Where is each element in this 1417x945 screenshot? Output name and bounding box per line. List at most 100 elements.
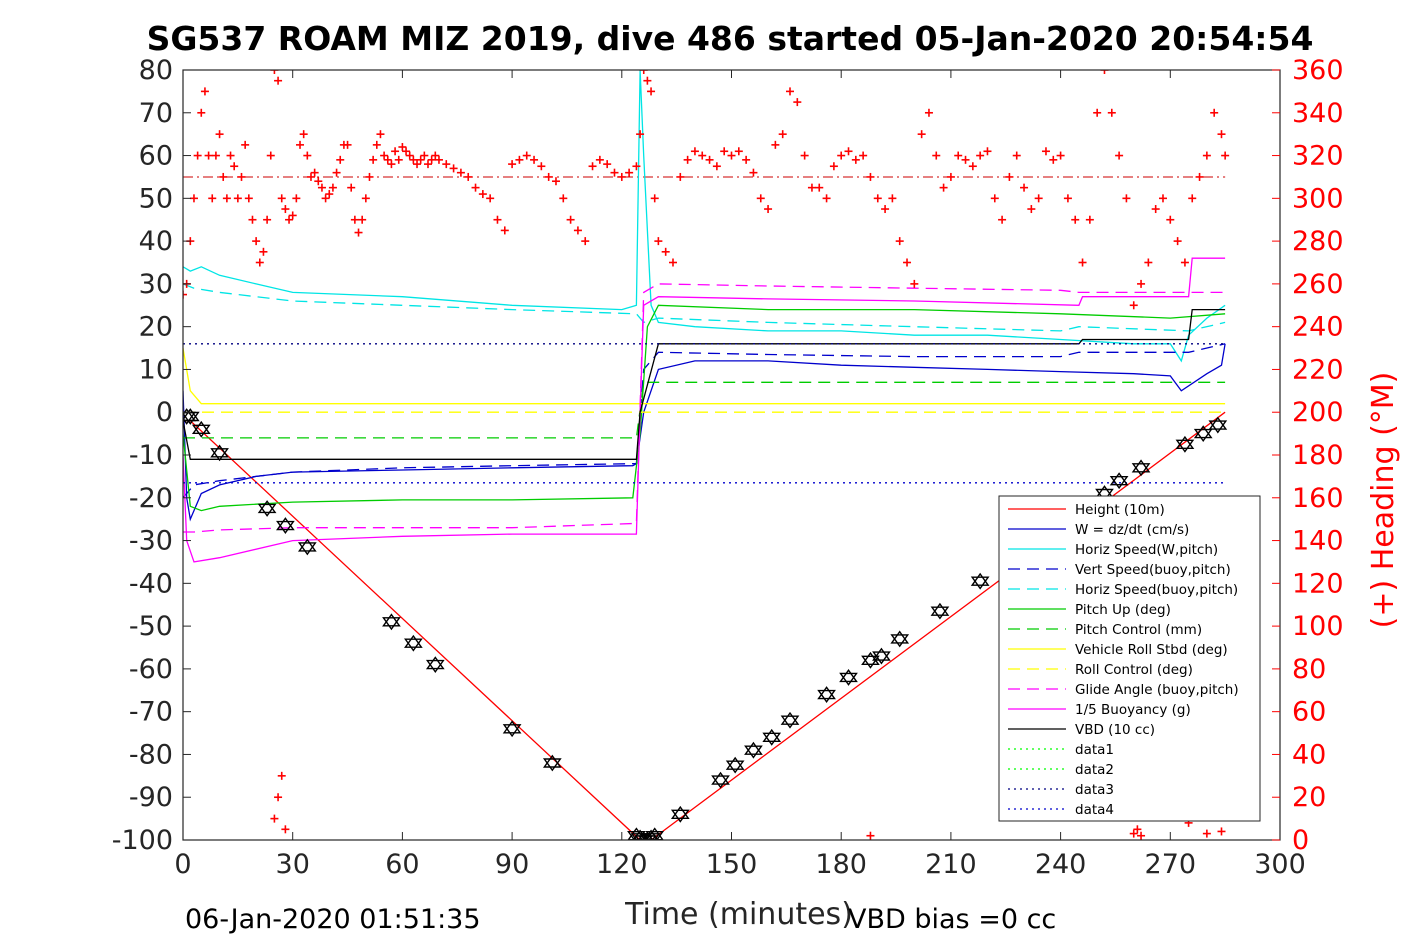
heading-point-151 [1005,172,1014,181]
heading-point-70 [434,155,443,164]
legend-label-pitch-control-mm: Pitch Control (mm) [1075,622,1202,638]
heading-point-81 [515,155,524,164]
depth-marker-21 [744,741,763,759]
heading-point-65 [416,155,425,164]
heading-point-147 [976,151,985,160]
heading-point-156 [1041,147,1050,156]
heading-point-39 [321,194,330,203]
heading-point-101 [647,87,656,96]
heading-point-181 [1221,151,1230,160]
heading-outlier-1 [274,793,283,802]
y-right-tick-label-7: 140 [1292,526,1344,557]
depth-marker-19 [711,771,730,789]
y-right-tick-label-2: 40 [1292,739,1326,770]
heading-point-136 [895,237,904,246]
y-left-tick-label-17: 70 [139,98,173,129]
heading-point-119 [771,140,780,149]
heading-point-42 [332,168,341,177]
y-left-tick-label-6: -40 [129,568,173,599]
legend-label-data4: data4 [1075,802,1114,818]
heading-point-132 [866,172,875,181]
heading-point-24 [266,151,275,160]
heading-point-11 [219,172,228,181]
y-left-tick-label-3: -70 [129,697,173,728]
heading-point-34 [303,151,312,160]
heading-point-79 [500,226,509,235]
heading-point-166 [1115,151,1124,160]
heading-point-145 [961,155,970,164]
heading-point-150 [998,215,1007,224]
heading-point-144 [954,151,963,160]
legend: Height (10m) W = dz/dt (cm/s) Horiz Speed(… [998,495,1261,822]
heading-point-15 [233,194,242,203]
y-left-tick-label-1: -90 [129,782,173,813]
heading-point-38 [317,183,326,192]
heading-point-61 [402,147,411,156]
heading-point-33 [299,130,308,139]
y-right-tick-label-1: 20 [1292,782,1326,813]
series-1-5-buoyancy-g [183,257,1226,563]
heading-point-169 [1137,279,1146,288]
heading-point-149 [990,194,999,203]
depth-marker-23 [780,711,800,729]
heading-point-76 [478,190,487,199]
heading-point-91 [588,162,597,171]
heading-point-35 [306,172,315,181]
heading-point-20 [252,237,261,246]
heading-point-123 [800,151,809,160]
heading-point-127 [829,162,838,171]
heading-point-108 [690,147,699,156]
heading-point-120 [778,130,787,139]
heading-point-32 [296,140,305,149]
heading-point-75 [471,183,480,192]
axis-layer: 0 30 60 90 120 150 180 210 240 270 300-100-90-80-7… [112,55,1344,880]
heading-point-163 [1093,108,1102,117]
heading-point-159 [1063,194,1072,203]
y-right-tick-label-0: 0 [1292,825,1309,856]
heading-point-21 [255,258,264,267]
heading-point-46 [347,183,356,192]
depth-marker-35 [1193,425,1213,443]
y-left-tick-label-5: -50 [129,611,173,642]
series-w-dz-dt-cm-s [183,343,1226,522]
depth-marker-2 [191,420,211,438]
heading-point-134 [881,205,890,214]
heading-point-97 [632,162,641,171]
heading-point-19 [248,215,257,224]
heading-point-41 [328,183,337,192]
heading-point-100 [643,76,652,85]
heading-point-68 [427,155,436,164]
heading-point-48 [354,228,363,237]
legend-label-w-dz-dt-cm-s: W = dz/dt (cm/s) [1075,522,1189,538]
heading-point-133 [873,194,882,203]
heading-point-55 [380,151,389,160]
heading-point-139 [917,130,926,139]
heading-point-178 [1202,151,1211,160]
depth-marker-27 [872,647,891,665]
heading-point-30 [288,211,297,220]
depth-marker-30 [970,572,990,590]
y-right-tick-label-14: 280 [1292,226,1344,257]
heading-outlier-5 [1129,829,1138,838]
x-tick-label-10: 300 [1254,849,1306,880]
heading-point-47 [350,215,359,224]
chart-title: SG537 ROAM MIZ 2019, dive 486 started 05… [147,19,1314,58]
heading-point-72 [449,164,458,173]
heading-point-152 [1012,151,1021,160]
legend-label-vert-speed-buoy-pitch: Vert Speed(buoy,pitch) [1075,562,1231,578]
heading-point-56 [383,155,392,164]
y-right-tick-label-4: 80 [1292,654,1326,685]
heading-point-180 [1217,130,1226,139]
heading-point-116 [749,168,758,177]
heading-point-36 [310,168,319,177]
series-glide-angle-buoy-pitch [183,283,1226,533]
y-left-tick-label-8: -20 [129,483,173,514]
series-horiz-speed-w-pitch [183,70,1226,363]
y-left-tick-label-9: -10 [129,440,173,471]
y-left-tick-label-2: -80 [129,739,173,770]
x-tick-label-1: 30 [276,849,310,880]
heading-point-22 [259,247,268,256]
heading-point-131 [859,151,868,160]
heading-point-8 [208,194,217,203]
